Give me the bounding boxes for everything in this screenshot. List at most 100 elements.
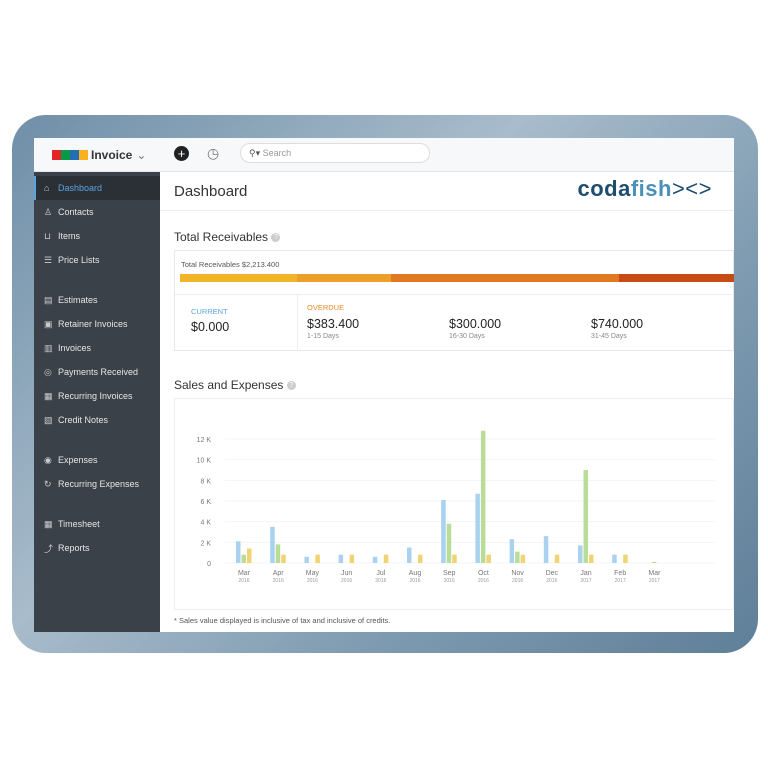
bar	[520, 554, 526, 563]
app-switcher[interactable]: Invoice ⌄	[34, 138, 160, 172]
user-icon: ♙	[44, 206, 53, 217]
footnote: * Sales value displayed is inclusive of …	[174, 616, 391, 625]
bar	[612, 554, 617, 563]
sidebar-item-label: Payments Received	[58, 367, 139, 377]
overdue-bucket[interactable]: $740.000 31-45 Days	[591, 313, 643, 340]
sidebar-item-label: Expenses	[58, 455, 98, 465]
bucket-value: $740.000	[591, 317, 644, 331]
overdue-label: OVERDUE	[307, 303, 345, 312]
calendar-icon: ▦	[44, 518, 53, 529]
x-tick-label: Aug	[409, 570, 422, 577]
sidebar-item-label: Price Lists	[58, 255, 100, 265]
y-tick-label: 12 K	[197, 437, 212, 444]
sidebar-item-recurring-invoices[interactable]: ▦ Recurring Invoices	[34, 384, 160, 408]
add-icon[interactable]: +	[174, 146, 189, 161]
receivables-heading: Total Receivables ?	[174, 230, 281, 244]
top-bar: Invoice ⌄ + ◷ ⚲▾ Search	[34, 138, 734, 172]
x-tick-year: 2017	[649, 578, 660, 584]
overdue-bucket[interactable]: $383.400 1-15 Days	[307, 313, 359, 340]
x-tick-label: Nov	[511, 570, 524, 577]
divider	[175, 294, 734, 295]
sidebar-item-label: Retainer Invoices	[58, 319, 128, 329]
bar	[452, 554, 457, 563]
sidebar-item-payments-received[interactable]: ◎ Payments Received	[34, 360, 160, 384]
x-tick-label: Jun	[341, 570, 352, 577]
sidebar-gap	[34, 496, 160, 512]
x-tick-year: 2016	[478, 578, 489, 584]
history-icon[interactable]: ◷	[207, 145, 220, 161]
basket-icon: ⊔	[44, 230, 52, 241]
sidebar-item-label: Contacts	[58, 207, 94, 217]
bar	[241, 554, 246, 563]
y-tick-label: 0	[207, 561, 211, 568]
bar	[651, 561, 657, 563]
receivables-bar	[180, 274, 734, 282]
sidebar-item-label: Estimates	[58, 295, 98, 305]
x-tick-label: Oct	[478, 570, 489, 577]
sidebar-item-label: Invoices	[58, 343, 92, 353]
x-tick-label: May	[306, 570, 320, 577]
y-tick-label: 10 K	[197, 458, 212, 465]
x-tick-year: 2016	[273, 578, 284, 584]
search-input[interactable]: ⚲▾ Search	[240, 143, 430, 163]
divider	[160, 210, 734, 211]
bar	[372, 556, 378, 563]
bar	[281, 554, 286, 563]
bar	[349, 554, 355, 563]
x-tick-label: Dec	[546, 570, 559, 577]
bar-segment-16-30	[391, 274, 620, 282]
total-receivables: Total Receivables $2,213.400	[181, 260, 280, 269]
page-title: Dashboard	[174, 183, 248, 200]
x-tick-year: 2017	[580, 578, 591, 584]
expense-icon: ◉	[44, 454, 52, 465]
sidebar-item-label: Credit Notes	[58, 415, 109, 425]
estimate-icon: ▤	[44, 294, 53, 305]
sidebar-item-label: Reports	[58, 543, 90, 553]
help-icon[interactable]: ?	[286, 381, 296, 391]
sidebar-item-retainer-invoices[interactable]: ▣ Retainer Invoices	[34, 312, 160, 336]
x-tick-label: Mar	[238, 570, 251, 577]
brand-name: Invoice	[91, 148, 133, 162]
divider	[297, 295, 298, 351]
bar	[236, 541, 241, 563]
sidebar-item-invoices[interactable]: ▥ Invoices	[34, 336, 160, 360]
zoho-logo	[52, 150, 88, 160]
current-label: CURRENT	[191, 307, 228, 316]
bucket-value: $300.000	[449, 317, 502, 331]
x-tick-year: 2016	[444, 578, 455, 584]
sidebar-item-recurring-expenses[interactable]: ↻ Recurring Expenses	[34, 472, 160, 496]
overdue-bucket[interactable]: $300.000 16-30 Days	[449, 313, 501, 340]
help-icon[interactable]: ?	[271, 233, 281, 243]
sidebar-item-contacts[interactable]: ♙ Contacts	[34, 200, 160, 224]
bucket-range: 1-15 Days	[307, 333, 339, 340]
x-tick-label: Feb	[614, 570, 626, 577]
sidebar-item-dashboard[interactable]: ⌂ Dashboard	[34, 176, 160, 200]
sidebar-item-items[interactable]: ⊔ Items	[34, 224, 160, 248]
bar	[270, 526, 275, 563]
sidebar-item-estimates[interactable]: ▤ Estimates	[34, 288, 160, 312]
sidebar-gap	[34, 432, 160, 448]
receivables-card: Total Receivables $2,213.400 CURRENT $0.…	[174, 250, 734, 351]
chart-icon: ⤴	[44, 543, 54, 554]
heading-text: Sales and Expenses	[174, 378, 284, 392]
sidebar-item-price-lists[interactable]: ☰ Price Lists	[34, 248, 160, 272]
sidebar-item-reports[interactable]: ⤴ Reports	[34, 536, 160, 560]
bucket-range: 31-45 Days	[591, 333, 627, 340]
sidebar: ⌂ Dashboard ♙ Contacts ⊔ Items ☰ Price Lists ▤ Es…	[34, 172, 160, 632]
home-icon: ⌂	[44, 183, 50, 193]
sidebar-item-expenses[interactable]: ◉ Expenses	[34, 448, 160, 472]
x-tick-year: 2017	[615, 578, 626, 584]
bar	[275, 544, 281, 563]
sidebar-item-credit-notes[interactable]: ▧ Credit Notes	[34, 408, 160, 432]
bar	[554, 554, 560, 563]
sidebar-item-label: Timesheet	[58, 519, 100, 529]
bar-segment-current	[180, 274, 297, 282]
sales-expenses-chart: 02 K4 K6 K8 K10 K12 KMar2016Apr2016May20…	[197, 430, 715, 584]
sidebar-item-timesheet[interactable]: ▦ Timesheet	[34, 512, 160, 536]
bar	[583, 470, 588, 563]
sidebar-item-label: Recurring Expenses	[58, 479, 140, 489]
x-tick-year: 2016	[546, 578, 557, 584]
sidebar-item-label: Dashboard	[58, 183, 103, 193]
sales-heading: Sales and Expenses ?	[174, 378, 296, 392]
